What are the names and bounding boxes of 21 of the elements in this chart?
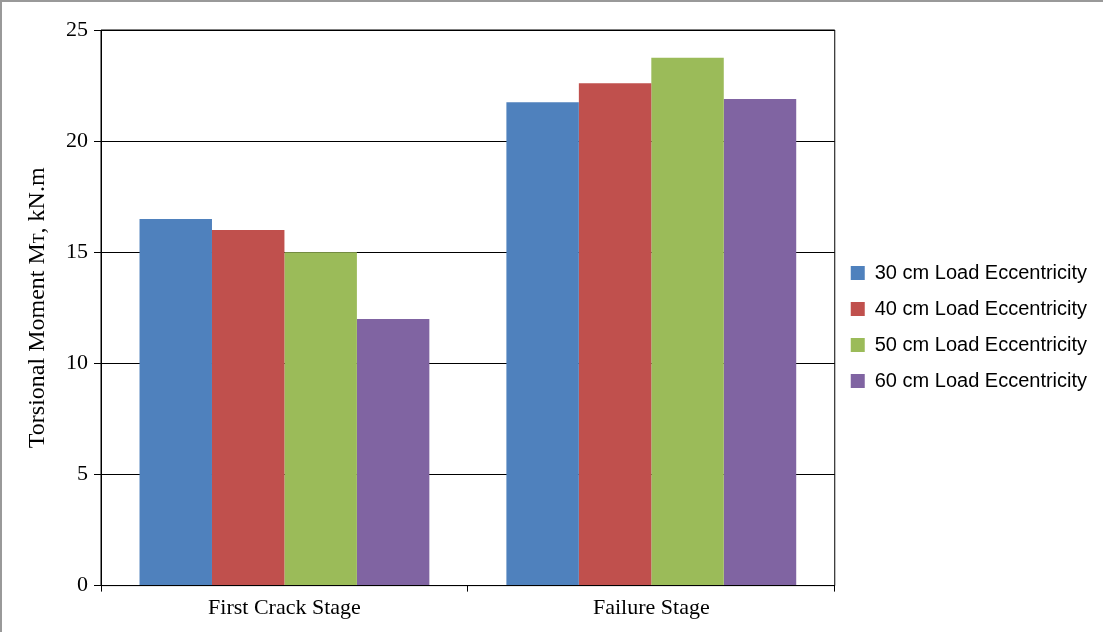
y-tick-label: 25 [66,15,88,41]
x-tick-label: Failure Stage [592,593,710,619]
bar [356,318,430,586]
legend-label: 60 cm Load Eccentricity [874,368,1088,391]
bar [578,83,652,586]
legend-label: 40 cm Load Eccentricity [874,296,1088,319]
legend-label: 30 cm Load Eccentricity [874,260,1088,283]
legend-label: 50 cm Load Eccentricity [874,332,1088,355]
bar [723,98,797,586]
y-tick-label: 5 [77,460,88,486]
bar [651,57,724,586]
bar [139,218,212,586]
bar [506,102,579,586]
y-tick-label: 15 [66,238,88,264]
y-axis-title: Torsional Moment MT, kN.m [23,167,49,449]
x-tick-label: First Crack Stage [208,593,361,619]
y-tick-label: 10 [66,349,88,375]
y-tick-label: 0 [77,571,88,597]
bar [211,230,285,586]
bar [284,252,357,586]
y-tick-label: 20 [66,126,88,152]
